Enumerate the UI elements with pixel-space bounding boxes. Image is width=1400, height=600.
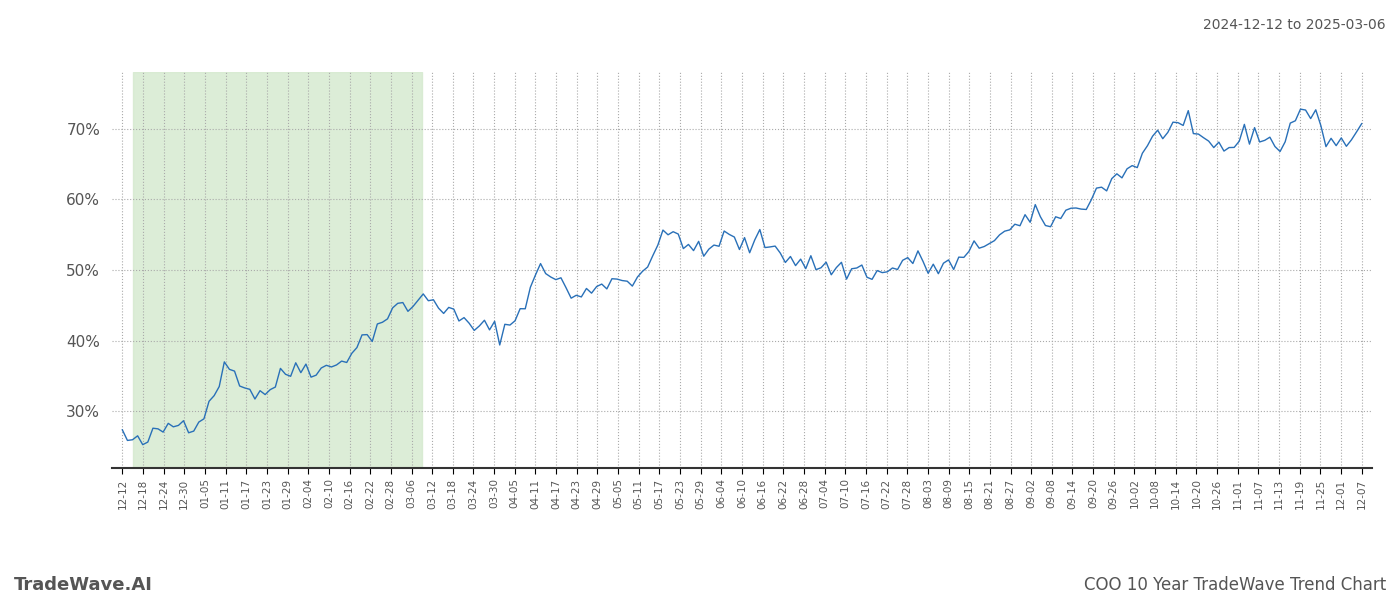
Text: 2024-12-12 to 2025-03-06: 2024-12-12 to 2025-03-06: [1204, 18, 1386, 32]
Bar: [133, 72, 421, 468]
Text: TradeWave.AI: TradeWave.AI: [14, 576, 153, 594]
Text: COO 10 Year TradeWave Trend Chart: COO 10 Year TradeWave Trend Chart: [1084, 576, 1386, 594]
